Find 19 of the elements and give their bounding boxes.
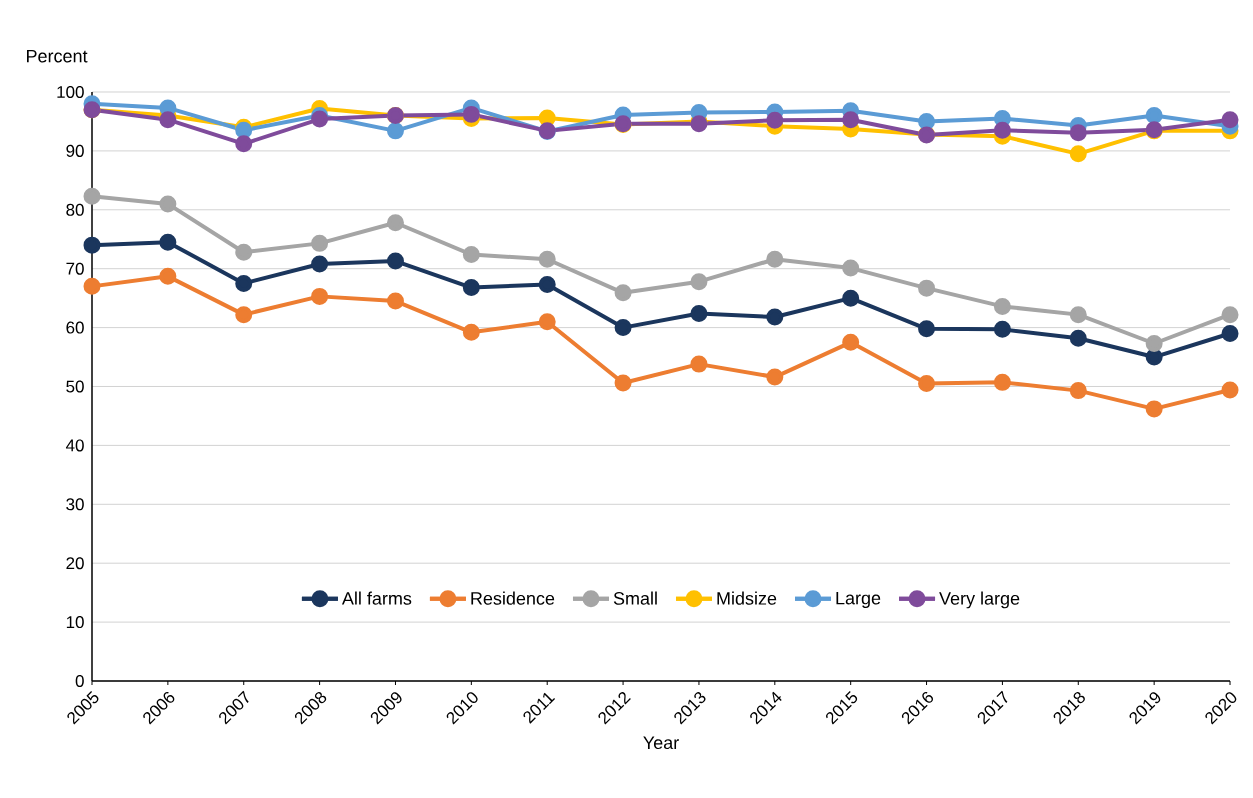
legend-label: All farms <box>341 591 412 605</box>
legend-label: Small <box>613 591 657 605</box>
legend-label: Large <box>836 591 881 609</box>
y-tick-label: 90 <box>66 144 84 157</box>
legend-label: Very large <box>939 591 1020 609</box>
y-tick-label: 10 <box>66 616 84 629</box>
y-axis-title: Percent <box>27 49 88 63</box>
y-tick-label: 30 <box>66 498 84 511</box>
y-tick-label: 70 <box>66 262 84 275</box>
x-axis-title: Year <box>643 736 679 750</box>
y-tick-label: 20 <box>66 557 84 570</box>
y-tick-label: 60 <box>66 321 84 334</box>
y-tick-label: 50 <box>66 380 84 393</box>
y-tick-label: 80 <box>66 203 84 216</box>
legend-label: Midsize <box>717 591 777 605</box>
y-tick-label: 100 <box>57 85 84 99</box>
y-tick-label: 0 <box>75 674 84 688</box>
y-tick-label: 40 <box>65 439 84 452</box>
legend-label: Residence <box>471 591 555 605</box>
